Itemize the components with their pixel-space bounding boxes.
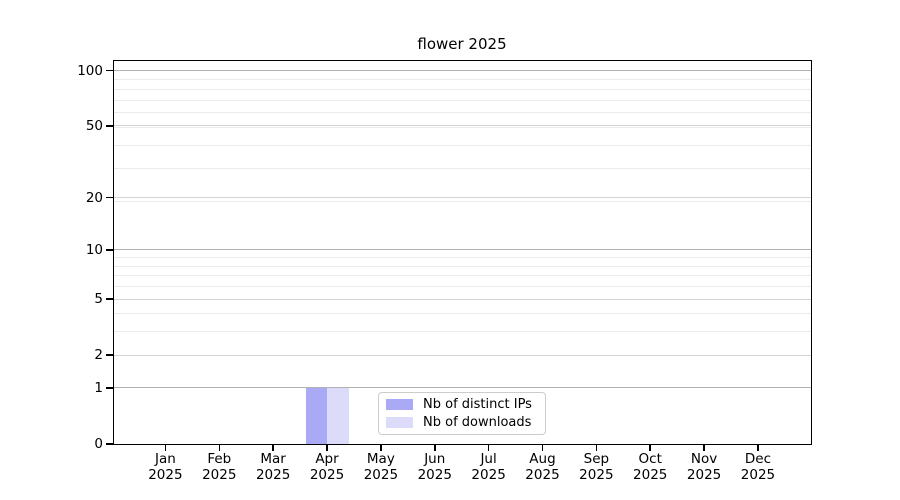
grid-minor-line (114, 257, 811, 259)
grid-minor-line (114, 145, 811, 147)
y-axis-tick-label: 0 (94, 436, 103, 452)
bar-distinct-ips (305, 387, 327, 444)
grid-minor-line (114, 201, 811, 203)
legend-label-downloads: Nb of downloads (423, 414, 532, 430)
x-axis-tick (487, 445, 490, 451)
x-axis-tick-label: Jul 2025 (471, 451, 506, 483)
x-axis-tick (649, 445, 651, 451)
grid-minor-line (114, 286, 811, 288)
grid-minor-line (114, 275, 811, 277)
bar-downloads (327, 387, 349, 444)
grid-major-line (114, 387, 811, 389)
x-axis-tick-label: Aug 2025 (525, 451, 560, 483)
x-axis-tick (434, 445, 436, 451)
y-axis-tick (106, 298, 113, 300)
chart-title: flower 2025 (417, 35, 507, 53)
grid-minor-line (114, 265, 811, 267)
legend: Nb of distinct IPs Nb of downloads (378, 392, 546, 435)
y-axis-tick-label: 20 (85, 189, 103, 206)
y-axis-tick (106, 69, 113, 72)
y-axis-tick (106, 443, 113, 445)
y-axis-tick-label: 100 (77, 62, 103, 79)
grid-major-line (114, 354, 811, 356)
x-axis-tick (272, 445, 274, 451)
y-axis-tick-label: 50 (85, 117, 103, 134)
x-axis-tick-label: Sep 2025 (579, 451, 614, 483)
x-axis-tick-label: Dec 2025 (740, 451, 776, 483)
x-axis-tick-label: Mar 2025 (255, 451, 291, 483)
y-axis-tick-label: 5 (94, 291, 103, 308)
grid-minor-line (114, 331, 811, 333)
grid-minor-line (114, 88, 811, 90)
legend-item-distinct-ips: Nb of distinct IPs (386, 397, 538, 412)
x-axis-tick (703, 445, 705, 451)
y-axis-tick (106, 196, 113, 199)
x-axis-tick (595, 445, 598, 451)
legend-item-downloads: Nb of downloads (386, 415, 538, 430)
legend-swatch-distinct-ips (386, 399, 413, 411)
x-axis-tick-label: Feb 2025 (202, 451, 237, 483)
grid-major-line (114, 249, 811, 251)
x-axis-tick (218, 445, 221, 451)
x-axis-tick-label: Jan 2025 (148, 451, 183, 483)
y-axis-tick (106, 354, 113, 356)
x-axis-tick-label: Apr 2025 (309, 451, 345, 483)
x-axis-tick (326, 445, 328, 451)
legend-swatch-downloads (386, 416, 413, 428)
y-axis-tick (106, 125, 113, 127)
x-axis-tick-label: Oct 2025 (633, 451, 668, 483)
legend-label-distinct-ips: Nb of distinct IPs (423, 397, 532, 413)
x-axis-tick (757, 445, 759, 451)
grid-minor-line (114, 112, 811, 114)
x-axis-tick (380, 445, 382, 451)
y-axis-tick-label: 10 (85, 241, 103, 258)
grid-major-line (114, 298, 811, 300)
grid-minor-line (114, 313, 811, 315)
plot-area (113, 60, 812, 445)
x-axis-tick (541, 445, 544, 451)
grid-major-line (114, 125, 811, 127)
x-axis-tick-label: Nov 2025 (686, 451, 722, 483)
x-axis-tick (164, 445, 167, 451)
grid-major-line (114, 70, 811, 72)
y-axis-tick-label: 2 (94, 347, 103, 364)
y-axis-tick (106, 387, 113, 389)
grid-minor-line (114, 99, 811, 101)
x-axis-tick-label: Jun 2025 (417, 451, 452, 483)
grid-major-line (114, 197, 811, 199)
grid-minor-line (114, 168, 811, 170)
x-axis-tick-label: May 2025 (363, 451, 399, 483)
grid-minor-line (114, 126, 811, 128)
grid-minor-line (114, 79, 811, 81)
y-axis-tick (106, 249, 113, 251)
y-axis-tick-label: 1 (94, 379, 103, 396)
